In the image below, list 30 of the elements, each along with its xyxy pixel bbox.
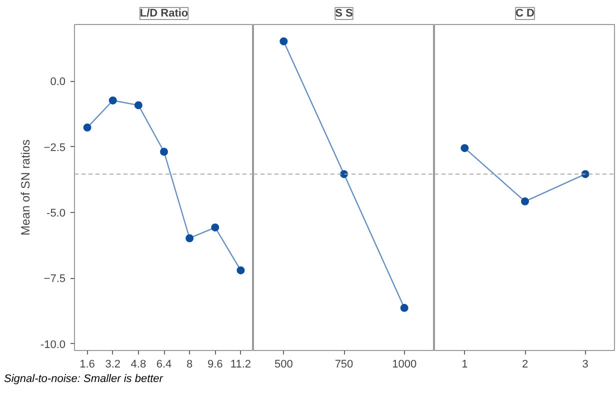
chart-title: C D — [516, 8, 535, 20]
x-tick-label: 4.8 — [130, 358, 146, 370]
x-tick-label: 3 — [582, 358, 588, 370]
x-tick-label: 11.2 — [230, 358, 252, 370]
y-tick-label: 0.0 — [50, 76, 66, 88]
y-tick-label: -5.0 — [46, 207, 66, 220]
x-tick-label: 6.4 — [156, 358, 172, 370]
point — [83, 124, 92, 132]
chart-title: S S — [335, 8, 353, 20]
x-tick-label: 3.2 — [105, 358, 121, 370]
x-tick-label: 2 — [522, 358, 528, 370]
point — [236, 266, 245, 274]
x-tick-label: 1 — [462, 358, 468, 370]
point — [134, 101, 142, 110]
x-tick-label: 1.6 — [80, 358, 95, 370]
x-tick-label: 500 — [274, 358, 293, 370]
y-tick-label: −2.5 — [44, 142, 66, 154]
text: Signal-to-noise: Smaller is better — [4, 372, 163, 387]
y-tick-label: −7.5 — [44, 273, 66, 286]
point — [186, 234, 194, 242]
x-tick-label: 750 — [334, 358, 354, 370]
chart-title: L/D Ratio — [140, 8, 188, 20]
y-tick-label: -10.0 — [40, 338, 66, 351]
x-tick-label: 9.6 — [207, 358, 223, 370]
x-tick-label: 8 — [186, 358, 193, 370]
y-axis-title: Mean of SN ratios — [18, 139, 32, 236]
point — [160, 148, 168, 156]
point — [211, 223, 220, 232]
point — [108, 96, 117, 104]
x-tick-label: 1000 — [392, 358, 417, 370]
